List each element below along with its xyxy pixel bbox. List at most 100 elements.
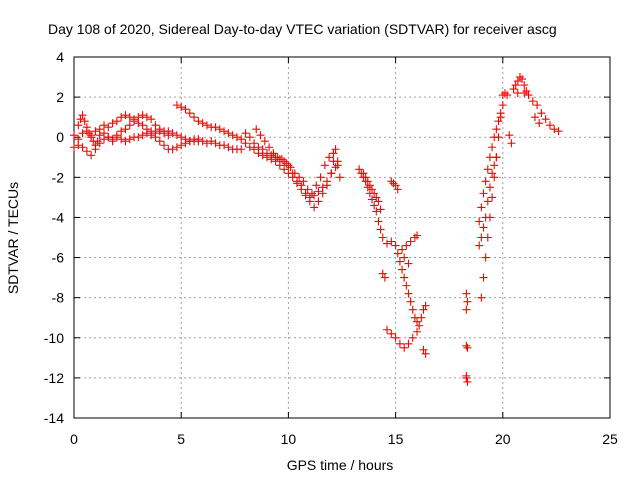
- series-track-8: [359, 169, 385, 214]
- data-point: [91, 141, 100, 150]
- data-point: [329, 149, 338, 158]
- data-point: [310, 191, 319, 200]
- series-track-6: [252, 125, 344, 198]
- data-point: [100, 129, 109, 138]
- data-point: [327, 169, 336, 178]
- data-point: [402, 281, 411, 290]
- data-point: [168, 129, 177, 138]
- data-point: [282, 159, 291, 168]
- data-point: [224, 143, 233, 152]
- data-point: [172, 143, 181, 152]
- data-point: [370, 189, 379, 198]
- y-tick-label: -14: [44, 410, 64, 426]
- data-point: [479, 223, 488, 232]
- data-point: [413, 327, 422, 336]
- data-point: [479, 273, 488, 282]
- data-point: [318, 183, 327, 192]
- x-tick-label: 25: [602, 431, 618, 447]
- data-point: [477, 293, 486, 302]
- data-point: [202, 139, 211, 148]
- data-point: [134, 119, 143, 128]
- data-point: [398, 265, 407, 274]
- data-point: [95, 139, 104, 148]
- data-point: [215, 125, 224, 134]
- data-point: [393, 185, 402, 194]
- data-point: [380, 273, 389, 282]
- data-point: [402, 241, 411, 250]
- data-point: [509, 85, 518, 94]
- data-point: [104, 123, 113, 132]
- x-tick-label: 5: [177, 431, 185, 447]
- data-point: [125, 135, 134, 144]
- data-point: [376, 205, 385, 214]
- data-point: [488, 169, 497, 178]
- data-point: [220, 127, 229, 136]
- x-tick-labels: 0 5 10 15 20 25: [70, 431, 618, 447]
- data-point: [305, 193, 314, 202]
- data-point: [374, 217, 383, 226]
- data-point: [142, 129, 151, 138]
- data-point: [383, 325, 392, 334]
- data-point: [142, 113, 151, 122]
- data-point: [181, 139, 190, 148]
- data-point: [333, 161, 342, 170]
- series-track-7: [355, 165, 422, 326]
- data-point: [515, 73, 524, 82]
- data-point: [290, 169, 299, 178]
- x-axis-label: GPS time / hours: [287, 457, 394, 473]
- data-point: [322, 177, 331, 186]
- data-point: [198, 119, 207, 128]
- y-tick-label: 4: [56, 49, 64, 65]
- data-point: [463, 377, 472, 386]
- data-point: [518, 75, 527, 84]
- data-point: [310, 203, 319, 212]
- data-point: [520, 81, 529, 90]
- data-point: [545, 121, 554, 130]
- series-track-12: [477, 101, 507, 302]
- data-points: [70, 73, 563, 386]
- data-point: [550, 125, 559, 134]
- x-tick-label: 15: [388, 431, 404, 447]
- series-track-14: [475, 153, 501, 250]
- y-tick-label: 2: [56, 89, 64, 105]
- data-point: [314, 197, 323, 206]
- data-point: [168, 145, 177, 154]
- data-point: [292, 179, 301, 188]
- y-tick-label: -6: [52, 250, 65, 266]
- data-point: [395, 339, 404, 348]
- y-tick-label: -4: [52, 209, 65, 225]
- data-point: [410, 233, 419, 242]
- data-point: [479, 189, 488, 198]
- data-point: [503, 91, 512, 100]
- data-point: [389, 179, 398, 188]
- data-point: [237, 145, 246, 154]
- data-point: [368, 185, 377, 194]
- data-point: [400, 273, 409, 282]
- data-point: [372, 207, 381, 216]
- data-point: [295, 173, 304, 182]
- data-point: [211, 139, 220, 148]
- data-point: [494, 117, 503, 126]
- data-point: [535, 119, 544, 128]
- data-point: [490, 161, 499, 170]
- series-track-11: [462, 289, 472, 386]
- data-point: [104, 133, 113, 142]
- data-point: [361, 173, 370, 182]
- y-tick-label: -10: [44, 330, 64, 346]
- data-point: [488, 193, 497, 202]
- data-point: [400, 253, 409, 262]
- data-point: [130, 117, 139, 126]
- data-point: [485, 183, 494, 192]
- data-point: [398, 245, 407, 254]
- data-point: [533, 101, 542, 110]
- data-point: [286, 163, 295, 172]
- data-point: [284, 161, 293, 170]
- y-tick-label: 0: [56, 129, 64, 145]
- data-point: [463, 297, 472, 306]
- data-point: [325, 153, 334, 162]
- data-point: [70, 131, 78, 140]
- data-point: [164, 131, 173, 140]
- data-point: [400, 343, 409, 352]
- data-point: [78, 143, 87, 152]
- data-point: [70, 143, 78, 152]
